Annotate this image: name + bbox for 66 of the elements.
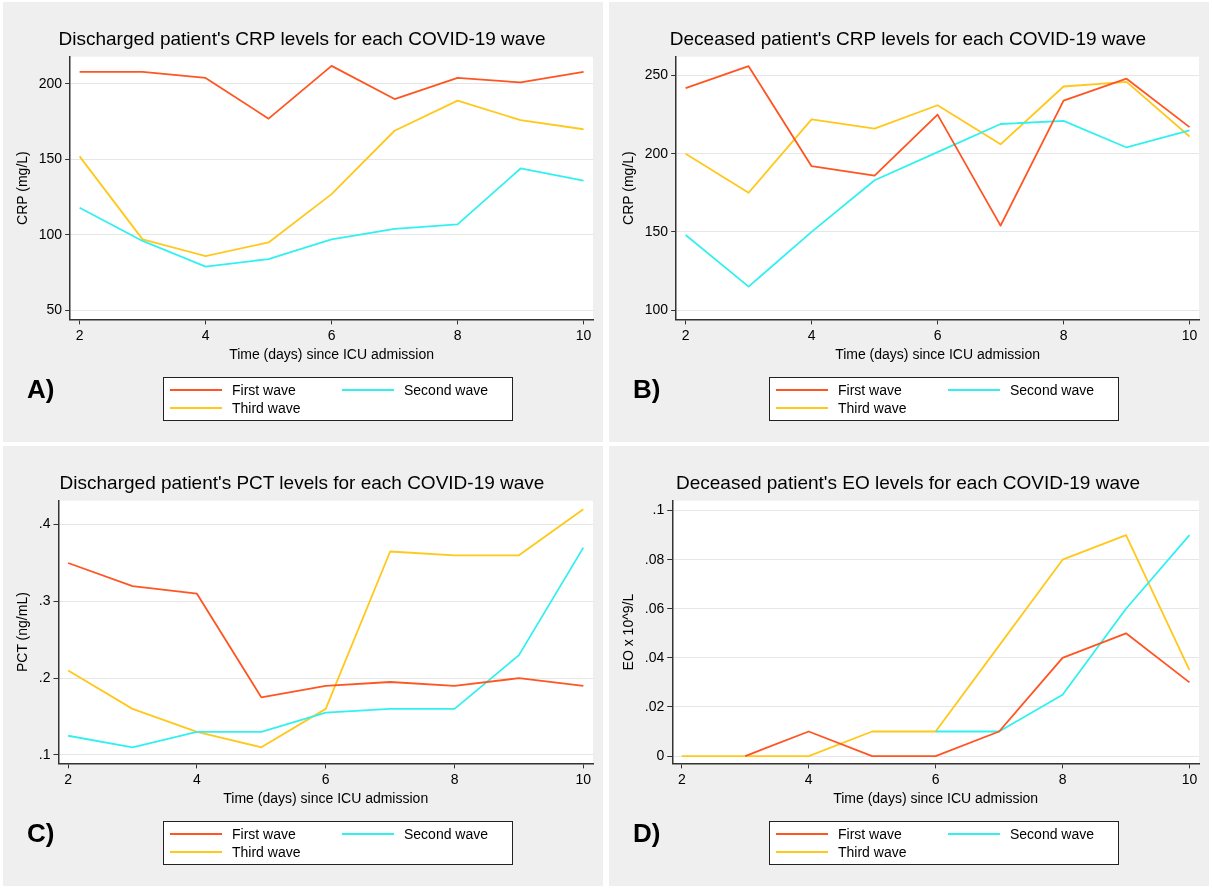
x-tick-label: 2 [677,770,686,787]
legend-label: First wave [838,382,902,398]
x-tick-label: 4 [804,770,813,787]
y-tick-label: .02 [644,697,665,714]
legend-label: Second wave [404,382,489,398]
legend-label: Second wave [1010,826,1095,842]
text: B) [633,374,661,405]
x-tick-label: 6 [933,326,942,343]
x-tick-label: 10 [1181,326,1198,343]
y-axis-title: CRP (mg/L) [620,151,637,225]
x-axis-title: Time (days) since ICU admission [835,346,1041,363]
x-tick-label: 6 [931,770,940,787]
x-tick-label: 6 [327,326,336,343]
x-axis-title: Time (days) since ICU admission [223,790,429,807]
y-tick-label: 100 [644,300,669,317]
x-tick-label: 10 [575,326,592,343]
x-tick-label: 10 [1181,770,1198,787]
x-axis-title: Time (days) since ICU admission [833,790,1039,807]
text: A) [27,374,55,405]
y-tick-label: .1 [652,501,665,518]
x-tick-label: 10 [575,770,592,787]
legend-label: First wave [232,382,296,398]
y-tick-label: .06 [644,599,665,616]
y-tick-label: 100 [38,225,63,242]
legend-label: Third wave [232,400,301,416]
x-tick-label: 8 [450,770,459,787]
chart-title: Deceased patient's CRP levels for each COVID-19 wave [669,27,1147,49]
y-tick-label: 200 [38,74,63,91]
x-tick-label: 4 [193,770,202,787]
chart-title: Discharged patient's CRP levels for each COVID-19 wave [58,27,546,49]
y-tick-label: 50 [46,301,63,318]
x-tick-label: 4 [201,326,210,343]
y-tick-label: 250 [644,66,669,83]
x-tick-label: 6 [321,770,330,787]
x-tick-label: 8 [1058,770,1067,787]
y-axis-title: CRP (mg/L) [14,151,31,225]
x-tick-label: 2 [75,326,84,343]
chart-title: Discharged patient's PCT levels for each COVID-19 wave [59,471,545,493]
x-axis-title: Time (days) since ICU admission [229,346,435,363]
text: D) [633,818,661,849]
y-axis-title: PCT (ng/mL) [14,592,31,673]
x-tick-label: 4 [807,326,816,343]
text: C) [27,818,55,849]
legend-label: First wave [232,826,296,842]
x-tick-label: 2 [64,770,73,787]
y-tick-label: .1 [38,745,51,762]
x-tick-label: 8 [453,326,462,343]
legend-label: Second wave [1010,382,1095,398]
legend-label: Third wave [232,844,301,860]
y-tick-label: 150 [644,222,669,239]
legend-label: Third wave [838,400,907,416]
y-tick-label: 0 [656,746,665,763]
y-tick-label: 200 [644,144,669,161]
y-tick-label: .2 [38,669,51,686]
y-tick-label: .04 [644,648,665,665]
legend-label: Third wave [838,844,907,860]
y-tick-label: .4 [38,515,51,532]
legend-label: First wave [838,826,902,842]
y-tick-label: .08 [644,550,665,567]
y-tick-label: .3 [38,592,51,609]
x-tick-label: 8 [1059,326,1068,343]
x-tick-label: 2 [681,326,690,343]
y-tick-label: 150 [38,150,63,167]
y-axis-title: EO x 10^9/L [620,593,637,671]
chart-title: Deceased patient's EO levels for each COVID-19 wave [675,471,1141,493]
legend-label: Second wave [404,826,489,842]
